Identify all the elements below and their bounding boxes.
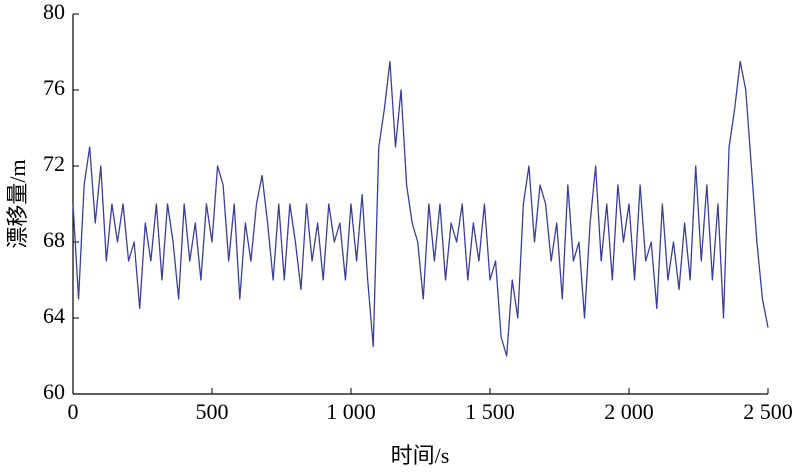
x-tick-label: 2 000: [604, 399, 654, 424]
data-line: [72, 60, 769, 357]
y-tick-label: 60: [43, 379, 65, 404]
x-axis-title: 时间/s: [391, 443, 450, 468]
x-tick-label: 0: [68, 399, 79, 424]
y-tick-label: 72: [43, 151, 65, 176]
y-tick-label: 76: [43, 75, 65, 100]
x-tick-label: 1 000: [326, 399, 376, 424]
x-tick-label: 1 500: [465, 399, 515, 424]
y-tick-label: 64: [43, 303, 65, 328]
x-tick-label: 500: [196, 399, 229, 424]
y-tick-label: 80: [43, 0, 65, 24]
y-axis-title: 漂移量/m: [5, 159, 30, 248]
x-tick-label: 2 500: [743, 399, 793, 424]
y-tick-label: 68: [43, 227, 65, 252]
